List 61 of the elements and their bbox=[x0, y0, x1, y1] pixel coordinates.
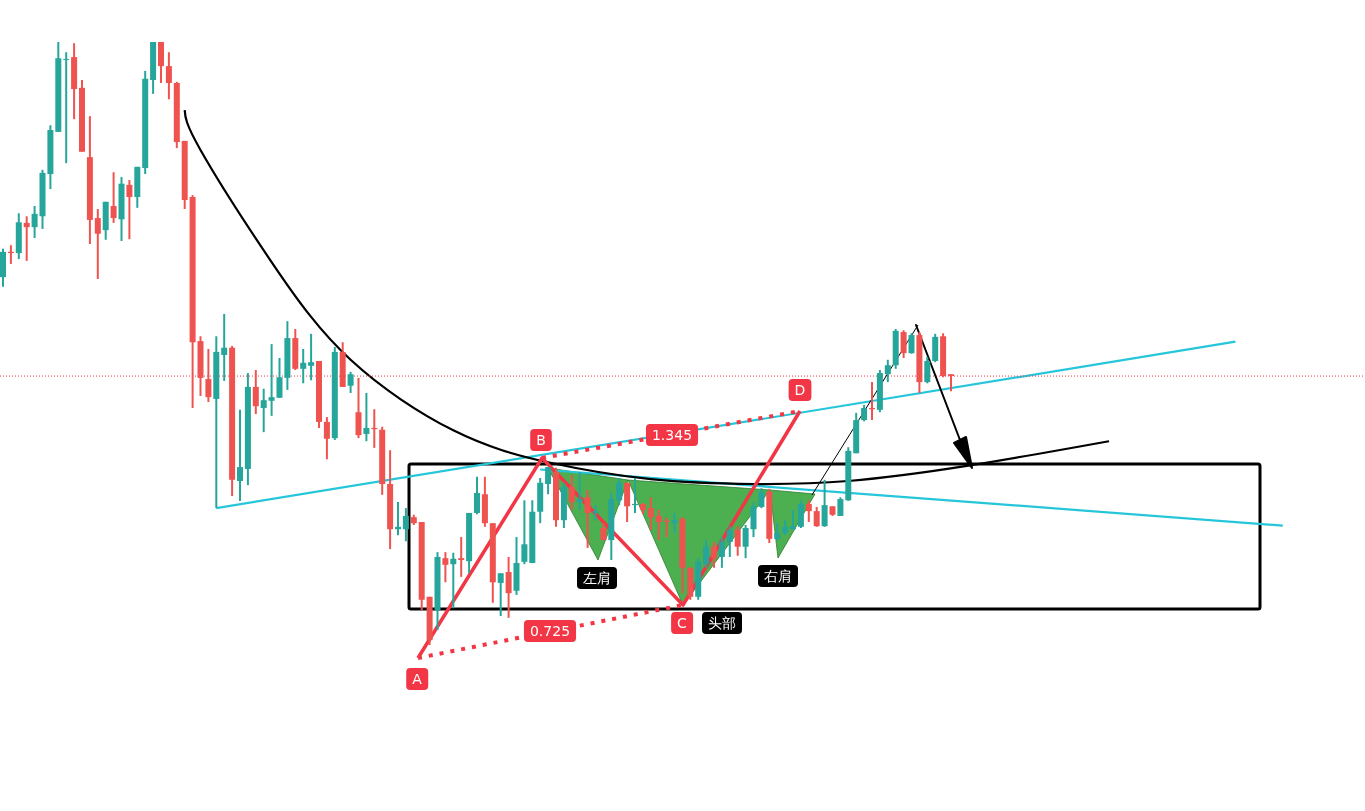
candlestick bbox=[726, 525, 733, 558]
candlestick bbox=[497, 572, 504, 618]
candlestick bbox=[126, 179, 133, 241]
candlestick bbox=[813, 505, 820, 528]
candlestick bbox=[797, 499, 804, 530]
candlestick bbox=[742, 524, 749, 560]
candlestick bbox=[237, 408, 243, 502]
annotation: C bbox=[677, 615, 688, 631]
candlestick bbox=[624, 481, 631, 523]
candlestick bbox=[576, 470, 583, 511]
candlestick bbox=[323, 416, 330, 461]
candlestick bbox=[790, 508, 796, 531]
candlestick bbox=[450, 551, 457, 610]
candlestick bbox=[205, 347, 212, 403]
candlestick bbox=[837, 496, 844, 517]
candlestick bbox=[821, 478, 828, 528]
candlestick bbox=[94, 208, 101, 280]
candlestick bbox=[458, 536, 465, 578]
candlestick bbox=[347, 370, 354, 394]
candlestick bbox=[734, 525, 741, 557]
candlestick bbox=[110, 171, 117, 224]
candlestick bbox=[363, 391, 370, 443]
candlestick bbox=[300, 347, 307, 385]
candlestick bbox=[616, 476, 623, 507]
candlestick bbox=[308, 332, 315, 382]
candlestick bbox=[402, 507, 409, 543]
candlestick bbox=[924, 355, 931, 385]
candlestick bbox=[31, 205, 38, 239]
candlestick bbox=[268, 343, 275, 417]
candlestick bbox=[900, 329, 907, 359]
candlestick bbox=[718, 536, 725, 569]
candlestick bbox=[703, 539, 710, 569]
annotation: 左肩 bbox=[583, 570, 611, 586]
candlestick bbox=[505, 555, 512, 619]
candlestick bbox=[568, 473, 575, 511]
candlestick bbox=[805, 499, 812, 523]
candlestick bbox=[884, 358, 891, 384]
candlestick bbox=[655, 508, 662, 542]
candlestick bbox=[260, 387, 267, 434]
candlestick bbox=[252, 369, 259, 416]
candlestick bbox=[545, 466, 552, 496]
annotation: 1.345 bbox=[651, 427, 693, 443]
candlestick bbox=[221, 312, 228, 382]
candlestick bbox=[521, 499, 528, 566]
candlestick bbox=[23, 215, 30, 262]
annotation: 0.725 bbox=[529, 623, 571, 639]
candlestick bbox=[165, 51, 172, 101]
candlestick bbox=[671, 511, 678, 534]
candlestick bbox=[474, 475, 480, 516]
candlestick bbox=[584, 489, 591, 549]
annotation: B bbox=[536, 432, 546, 448]
candlestick bbox=[355, 376, 362, 440]
candlestick bbox=[442, 551, 449, 584]
candlestick bbox=[908, 332, 915, 355]
annotation: D bbox=[794, 382, 806, 398]
annotation: 头部 bbox=[708, 615, 736, 631]
candlestick bbox=[711, 540, 717, 569]
candlestick bbox=[647, 496, 654, 531]
annotation: 右肩 bbox=[764, 568, 792, 584]
candlestick bbox=[63, 51, 70, 165]
text: A bbox=[412, 671, 423, 687]
